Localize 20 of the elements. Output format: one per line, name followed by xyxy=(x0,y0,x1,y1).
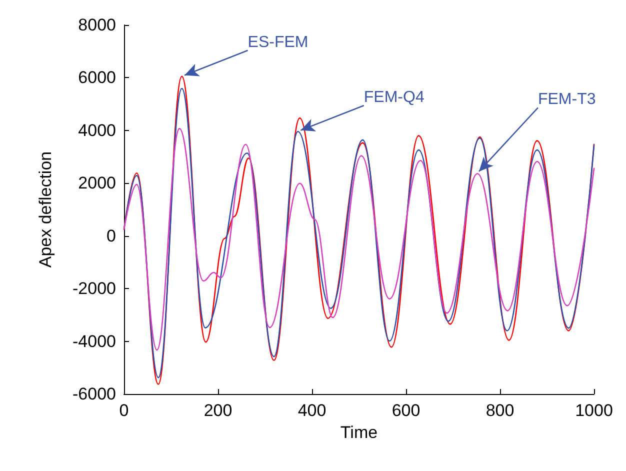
y-tick-label: 8000 xyxy=(78,16,116,34)
x-tick-label: 200 xyxy=(204,401,232,420)
line-series xyxy=(123,128,595,351)
annotation: FEM-Q4 xyxy=(364,88,424,106)
x-tick-label: 800 xyxy=(486,401,514,420)
y-tick-label: -6000 xyxy=(72,384,116,404)
annotation: ES-FEM xyxy=(248,34,308,51)
y-tick-label: 2000 xyxy=(78,174,116,193)
x-tick-label: 1000 xyxy=(575,401,613,420)
y-tick-label: -4000 xyxy=(72,332,116,351)
x-tick-label: 400 xyxy=(298,401,326,420)
x-tick-label: 0 xyxy=(119,401,129,420)
y-tick-label: 0 xyxy=(106,226,116,246)
y-tick-label: 6000 xyxy=(78,68,116,88)
annotation: FEM-T3 xyxy=(538,91,596,108)
y-tick-label: -2000 xyxy=(72,279,116,298)
x-tick-label: 600 xyxy=(392,401,420,420)
y-axis-title: Apex deflection xyxy=(36,151,55,268)
y-tick-label: 4000 xyxy=(78,120,116,140)
x-axis-title: Time xyxy=(340,423,378,442)
